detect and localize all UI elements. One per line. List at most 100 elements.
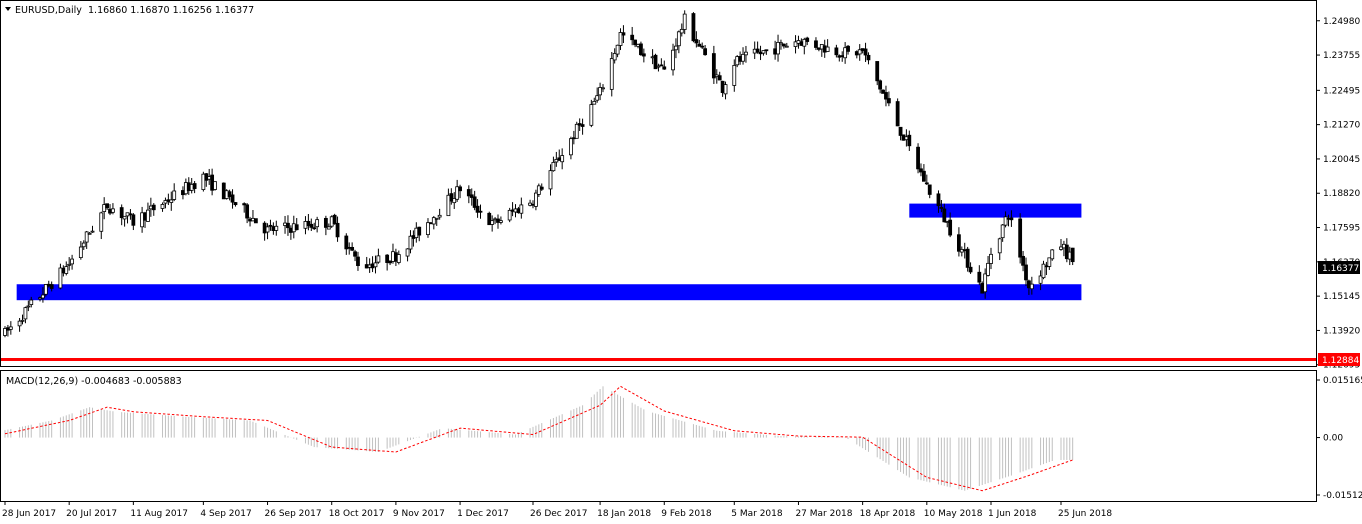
candle: [344, 233, 349, 255]
candle-body: [805, 37, 810, 42]
candle: [472, 190, 477, 211]
dropdown-triangle-icon[interactable]: [5, 7, 11, 11]
candle: [151, 203, 156, 216]
candle: [388, 260, 392, 266]
candle: [119, 204, 124, 226]
candle: [997, 237, 1002, 261]
candle: [814, 37, 818, 51]
candle: [802, 37, 807, 55]
candle-body: [268, 224, 273, 227]
candle-body: [609, 58, 614, 90]
candle-body: [309, 223, 314, 228]
candle-body: [711, 53, 716, 79]
candle: [711, 45, 716, 84]
candle-body: [679, 28, 684, 34]
candle: [455, 179, 460, 202]
candle: [43, 284, 48, 297]
candle: [487, 211, 492, 226]
candle-body: [1009, 217, 1014, 221]
price-tick-label: 1.18820: [1323, 189, 1360, 199]
candle: [265, 223, 270, 240]
candle-body: [697, 43, 702, 47]
candle-body: [172, 190, 177, 200]
candle: [326, 223, 331, 230]
candle: [84, 230, 89, 249]
macd-title: MACD(12,26,9) -0.004683 -0.005883: [6, 376, 182, 387]
candle: [878, 79, 883, 94]
candle: [323, 215, 328, 236]
candle: [519, 197, 524, 219]
candle-body: [723, 84, 728, 95]
candle-body: [551, 161, 556, 172]
candle: [449, 188, 454, 205]
support-zone[interactable]: [16, 284, 1082, 301]
candle: [286, 215, 290, 236]
price-tick-label: 1.17595: [1323, 224, 1360, 234]
candle: [662, 60, 667, 70]
candle: [700, 42, 705, 49]
candle-body: [67, 263, 72, 266]
candle: [146, 202, 150, 222]
time-tick-label: 10 May 2018: [924, 509, 983, 519]
candle-body: [105, 203, 109, 209]
candle: [306, 214, 311, 231]
candle-body: [919, 168, 923, 173]
candle-body: [948, 219, 953, 236]
candle: [274, 220, 279, 236]
candle-body: [534, 192, 538, 207]
candle-body: [548, 170, 553, 190]
candle: [1047, 257, 1052, 270]
candle: [67, 257, 72, 271]
candle: [408, 230, 413, 254]
candle-body: [151, 204, 156, 211]
candle-body: [691, 13, 696, 42]
candle-body: [1050, 249, 1055, 260]
candle-body: [676, 31, 681, 47]
candle: [805, 36, 810, 46]
candle: [23, 306, 28, 324]
main-chart-frame: [0, 0, 1317, 367]
candle-body: [700, 45, 705, 48]
candle: [921, 164, 926, 182]
candle-body: [843, 47, 848, 59]
time-tick-label: 20 Jul 2017: [66, 509, 117, 519]
candle: [201, 171, 206, 192]
candle: [615, 44, 620, 58]
candle-body: [744, 51, 748, 56]
candle-body: [886, 98, 891, 104]
candle: [49, 281, 54, 292]
candle: [781, 43, 786, 49]
candle: [431, 215, 436, 230]
candle-body: [814, 40, 818, 48]
candle: [609, 51, 614, 97]
candle-body: [233, 202, 238, 206]
candle-body: [160, 204, 165, 209]
resistance-zone[interactable]: [909, 203, 1082, 218]
candle-body: [434, 217, 439, 220]
price-tick-label: 1.24980: [1323, 17, 1360, 27]
candle: [942, 203, 947, 223]
candle: [29, 296, 34, 308]
candle: [898, 126, 903, 141]
candle: [595, 87, 600, 103]
candle: [58, 263, 63, 290]
candle: [907, 130, 912, 151]
candle: [1003, 211, 1008, 228]
time-tick-label: 11 Aug 2017: [130, 509, 188, 519]
candle-body: [732, 65, 737, 86]
candle-body: [84, 231, 89, 243]
candle-body: [1021, 255, 1025, 266]
candle: [977, 265, 982, 286]
candle-body: [472, 196, 477, 208]
candle: [697, 39, 702, 47]
candle: [717, 71, 722, 81]
candle-body: [26, 305, 31, 308]
candle: [1050, 249, 1055, 261]
time-tick-label: 9 Nov 2017: [393, 509, 445, 519]
candle-body: [741, 53, 745, 62]
time-tick-label: 25 Jun 2018: [1058, 509, 1112, 519]
candle: [784, 42, 789, 48]
candle: [396, 250, 401, 265]
candle: [1041, 260, 1046, 280]
